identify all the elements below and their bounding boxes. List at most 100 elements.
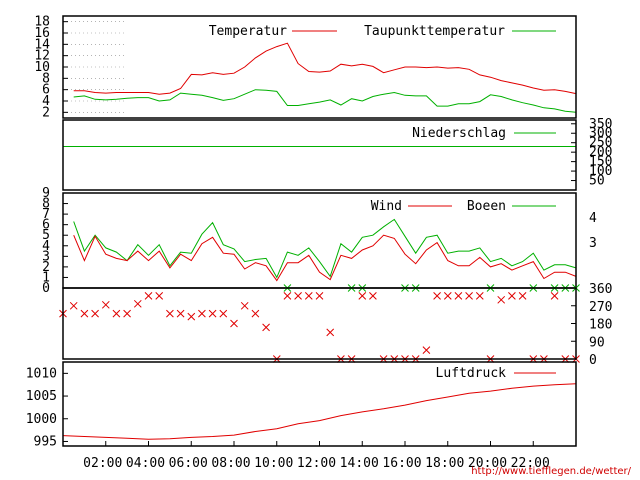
temp-y-tick-label: 10 [34, 60, 50, 75]
wind-y-tick-label: 3 [42, 249, 50, 264]
wind-direction-marker [550, 292, 559, 300]
x-tick-label: 02:00 [83, 456, 122, 471]
wind-direction-marker [240, 301, 249, 310]
temp-y-tick-label: 6 [42, 83, 50, 98]
wind-direction-marker [283, 292, 292, 300]
temp-y-tick-label: 16 [34, 26, 50, 41]
pressure-y-tick-label: 1000 [26, 412, 57, 427]
precip-y-tick-label: 350 [589, 117, 612, 132]
temp-y-tick-label: 18 [34, 15, 50, 30]
wind-y-tick-label: 9 [42, 186, 50, 201]
wind-y-tick-label: 4 [42, 239, 50, 254]
wind-direction-marker [518, 292, 527, 300]
wind-direction-marker [294, 292, 302, 300]
wind-y-tick-label: 5 [42, 228, 50, 243]
wind-direction-marker [69, 301, 78, 310]
x-tick-label: 16:00 [382, 456, 421, 471]
wind-y-tick-label: 1 [42, 270, 50, 285]
wind-y-tick-label: 0 [42, 281, 50, 296]
wind-right-tick-label: 3 [589, 236, 597, 251]
wind-direction-marker [358, 292, 367, 300]
wind-direction-marker [475, 292, 484, 300]
wind-direction-marker [208, 309, 217, 318]
x-tick-label: 18:00 [425, 456, 464, 471]
pressure-line [62, 383, 577, 440]
legend-wind-label: Wind [371, 199, 402, 214]
gust-line [73, 218, 577, 279]
wind-direction-marker [198, 309, 206, 318]
precip-y-tick-label: 150 [589, 155, 612, 170]
wind-direction-marker [219, 309, 228, 318]
wind-line [73, 234, 577, 282]
legend-niederschlag-label: Niederschlag [412, 126, 506, 141]
temp-y-tick-label: 14 [34, 37, 50, 52]
precip-y-tick-label: 100 [589, 164, 612, 179]
legend-boeen-label: Boeen [467, 199, 506, 214]
x-tick-label: 04:00 [126, 456, 165, 471]
wind-direction-marker [144, 292, 153, 300]
wind-direction-marker [187, 312, 196, 321]
pressure-y-tick-label: 1005 [26, 389, 57, 404]
wind-direction-marker [123, 309, 131, 318]
dir-y-tick-label: 0 [589, 353, 597, 368]
temperature-line [73, 42, 577, 95]
dir-y-tick-label: 270 [589, 300, 612, 315]
wind-direction-marker [176, 309, 185, 318]
precip-y-tick-label: 300 [589, 126, 612, 141]
wind-direction-panel: 0 90 180 270 360 [59, 282, 612, 368]
x-tick-label: 22:00 [511, 456, 550, 471]
wind-direction-marker [422, 346, 431, 354]
wind-y-tick-label: 8 [42, 197, 50, 212]
wind-direction-marker [133, 299, 142, 308]
temp-y-tick-label: 8 [42, 71, 50, 86]
wind-right-tick-label: 4 [589, 211, 597, 226]
precip-y-tick-label: 50 [589, 174, 605, 189]
dewpoint-line [73, 89, 577, 113]
legend-temperatur-label: Temperatur [209, 24, 287, 39]
dir-y-tick-label: 180 [589, 318, 612, 333]
wind-direction-marker [369, 292, 377, 300]
pressure-y-tick-label: 1010 [26, 366, 57, 381]
x-tick-label: 12:00 [297, 456, 336, 471]
wind-direction-marker [91, 309, 99, 318]
dir-y-tick-label: 360 [589, 282, 612, 297]
dir-frame [62, 287, 577, 360]
wind-direction-marker [80, 309, 89, 318]
temp-y-tick-label: 12 [34, 49, 50, 64]
wind-direction-marker [465, 292, 473, 300]
wind-y-tick-label: 7 [42, 207, 50, 222]
credit-url: http://www.tiefflegen.de/wetter/ [471, 466, 631, 477]
wind-direction-marker [454, 292, 463, 300]
wind-direction-marker [262, 323, 270, 332]
x-tick-label: 14:00 [340, 456, 379, 471]
temp-frame [62, 15, 577, 119]
wind-direction-marker [315, 292, 324, 300]
pressure-y-tick-label: 995 [34, 434, 57, 449]
wind-direction-marker [112, 309, 121, 318]
x-tick-label: 06:00 [169, 456, 208, 471]
wind-y-tick-label: 2 [42, 260, 50, 275]
wind-y-tick-label: 6 [42, 218, 50, 233]
wind-direction-marker [251, 309, 260, 318]
wind-direction-marker [443, 292, 452, 300]
x-tick-label: 10:00 [254, 456, 293, 471]
precip-frame [62, 119, 577, 191]
wind-direction-marker [101, 300, 110, 309]
wind-direction-marker [508, 292, 516, 300]
x-tick-label: 20:00 [468, 456, 507, 471]
wind-direction-marker [433, 292, 441, 300]
legend-taupunkt-label: Taupunkttemperatur [364, 24, 505, 39]
legend-luftdruck-label: Luftdruck [436, 366, 507, 381]
temp-y-tick-label: 2 [42, 105, 50, 120]
wind-direction-marker [230, 319, 238, 328]
wind-direction-marker [166, 309, 174, 318]
x-axis: 02:00 04:00 06:00 08:00 10:00 12:00 14:00 16:00… [83, 441, 550, 471]
pressure-panel: 995 1000 1005 1010 Luftdruck [26, 361, 577, 449]
precip-y-tick-label: 250 [589, 136, 612, 151]
x-tick-label: 08:00 [211, 456, 250, 471]
wind-direction-marker [497, 295, 506, 304]
